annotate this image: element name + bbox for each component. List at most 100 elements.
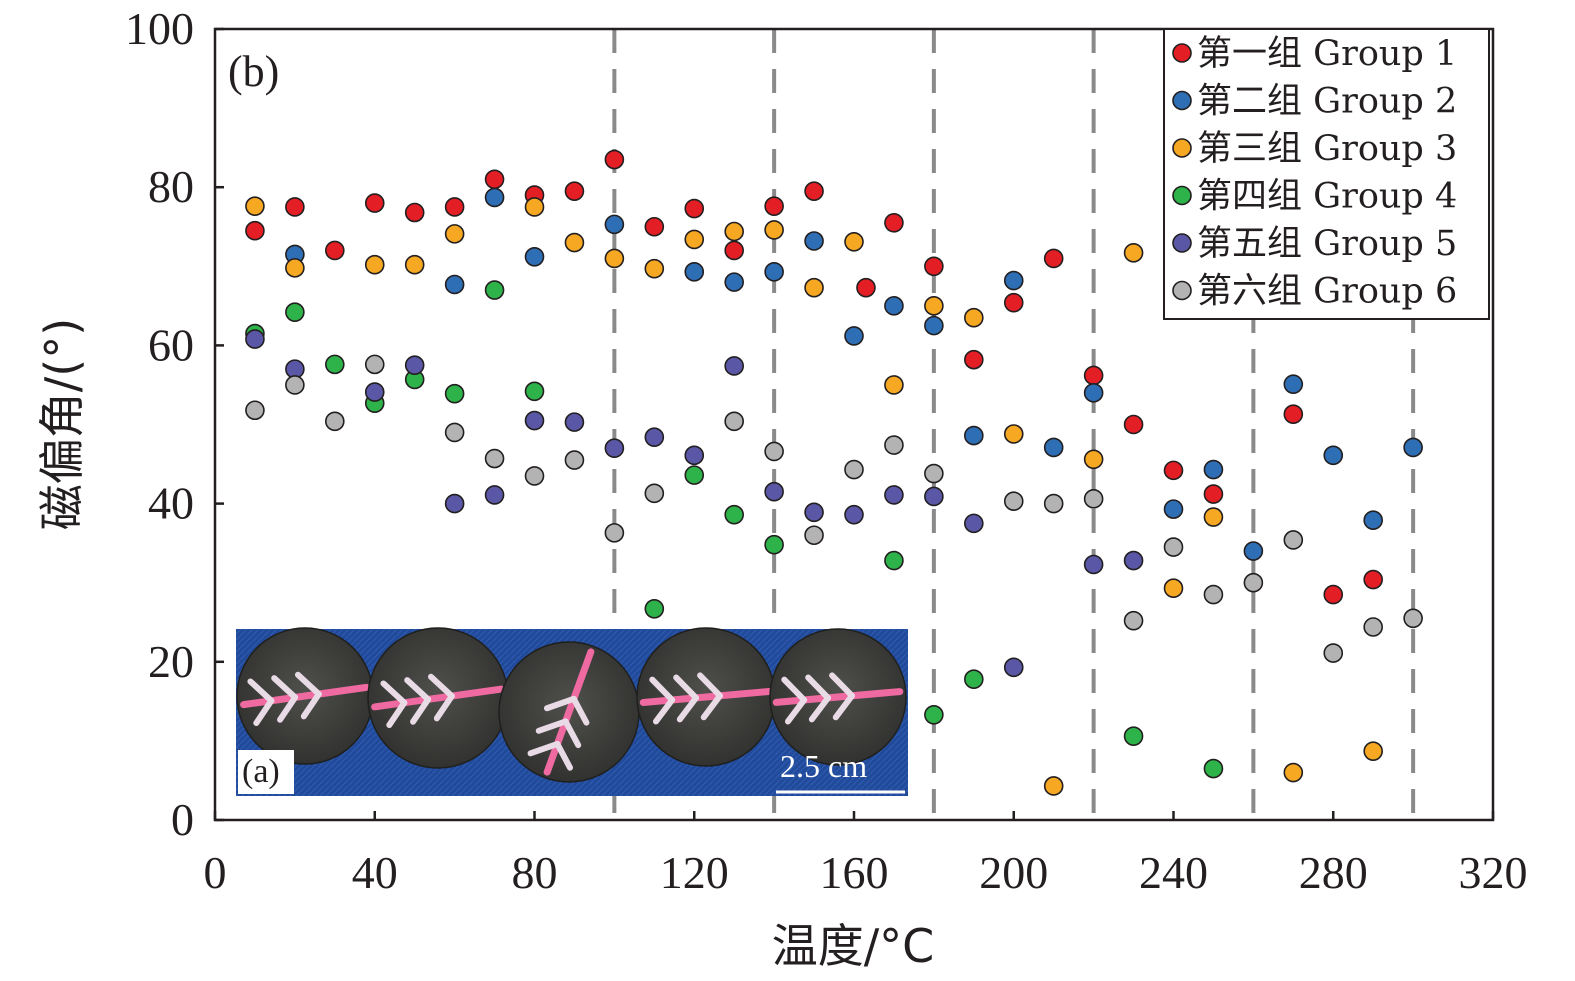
point-group-1 — [1203, 484, 1224, 504]
point-group-3 — [1283, 762, 1304, 783]
point-group-1 — [1123, 414, 1144, 435]
x-axis-title: 温度/°C — [772, 919, 935, 973]
point-group-3 — [1003, 424, 1024, 444]
point-group-6 — [804, 525, 824, 546]
point-group-2 — [444, 274, 465, 295]
point-group-2 — [804, 231, 824, 251]
point-group-5 — [1083, 554, 1104, 575]
point-group-5 — [804, 502, 824, 523]
point-group-1 — [245, 220, 265, 241]
point-group-1 — [1363, 569, 1383, 590]
point-group-2 — [1323, 445, 1344, 466]
point-group-5 — [364, 382, 385, 402]
scale-bar-label: 2.5 cm — [780, 748, 867, 784]
point-group-5 — [924, 486, 944, 507]
x-tick-label: 200 — [979, 847, 1048, 898]
legend-marker-group-4 — [1172, 185, 1192, 206]
point-group-5 — [524, 410, 545, 431]
point-group-2 — [604, 214, 625, 235]
point-group-6 — [1203, 584, 1224, 605]
point-group-1 — [564, 181, 585, 201]
point-group-2 — [724, 272, 744, 292]
point-group-2 — [1083, 383, 1104, 403]
point-group-6 — [444, 422, 465, 443]
point-group-3 — [1363, 741, 1383, 761]
point-group-4 — [1123, 726, 1144, 746]
legend-marker-group-5 — [1172, 233, 1192, 253]
x-tick-label: 160 — [820, 847, 889, 898]
point-group-2 — [1283, 374, 1304, 394]
point-group-1 — [1163, 460, 1184, 481]
point-group-3 — [1203, 507, 1224, 527]
point-group-3 — [644, 258, 665, 279]
x-tick-label: 80 — [512, 847, 558, 898]
point-group-5 — [764, 481, 784, 502]
point-group-6 — [604, 523, 625, 543]
point-group-1 — [924, 256, 944, 277]
point-group-1 — [856, 277, 876, 298]
point-group-6 — [844, 459, 864, 480]
core-sample-4 — [636, 627, 776, 767]
point-group-6 — [884, 435, 904, 455]
point-group-3 — [404, 254, 425, 275]
legend-label-group-5: 第五组 Group 5 — [1197, 224, 1457, 264]
point-group-2 — [884, 296, 904, 316]
point-group-6 — [1123, 610, 1144, 631]
legend-label-group-2: 第二组 Group 2 — [1197, 82, 1457, 122]
point-group-1 — [364, 193, 385, 213]
point-group-3 — [844, 231, 864, 252]
point-group-4 — [964, 669, 984, 690]
y-tick-label: 80 — [148, 161, 194, 212]
point-group-3 — [1123, 243, 1144, 263]
point-group-4 — [285, 302, 305, 322]
point-group-1 — [684, 198, 705, 219]
point-group-5 — [1123, 550, 1144, 571]
panel-label: (b) — [228, 47, 279, 96]
point-group-3 — [724, 221, 744, 242]
point-group-4 — [444, 383, 465, 404]
point-group-1 — [1283, 404, 1304, 425]
point-group-3 — [964, 307, 984, 328]
point-group-1 — [325, 240, 345, 261]
point-group-6 — [724, 411, 744, 432]
core-samples — [236, 627, 907, 783]
point-group-6 — [924, 463, 944, 484]
point-group-1 — [764, 196, 784, 216]
point-group-6 — [1083, 489, 1104, 509]
point-group-1 — [724, 240, 744, 261]
y-tick-label: 60 — [148, 319, 194, 370]
core-sample-3 — [498, 641, 640, 783]
x-tick-label: 320 — [1459, 847, 1528, 898]
point-group-3 — [285, 258, 305, 278]
point-group-6 — [325, 411, 345, 432]
x-tick-label: 120 — [660, 847, 729, 898]
point-group-6 — [1363, 617, 1383, 637]
point-group-2 — [844, 326, 864, 346]
point-group-3 — [684, 229, 705, 250]
point-group-2 — [524, 247, 545, 267]
point-group-6 — [1243, 572, 1264, 593]
point-group-6 — [245, 400, 265, 421]
point-group-4 — [644, 599, 665, 619]
x-tick-label: 40 — [352, 847, 398, 898]
y-tick-label: 20 — [148, 636, 194, 687]
point-group-6 — [1163, 537, 1184, 557]
point-group-6 — [1403, 608, 1423, 629]
point-group-2 — [764, 262, 784, 282]
data-points — [245, 149, 1423, 796]
point-group-3 — [884, 375, 904, 395]
point-group-5 — [604, 438, 625, 459]
point-group-1 — [604, 149, 625, 170]
point-group-6 — [1003, 491, 1024, 512]
legend-label-group-4: 第四组 Group 4 — [1197, 177, 1457, 217]
point-group-5 — [844, 504, 864, 525]
legend-marker-group-2 — [1172, 90, 1192, 111]
point-group-4 — [684, 465, 705, 485]
y-axis: 0 20 40 60 80 100 — [125, 3, 224, 845]
point-group-1 — [1043, 248, 1064, 269]
point-group-6 — [644, 483, 665, 504]
point-group-2 — [484, 187, 505, 208]
inset-label-box — [238, 750, 294, 794]
point-group-5 — [245, 329, 265, 349]
point-group-6 — [364, 354, 385, 375]
